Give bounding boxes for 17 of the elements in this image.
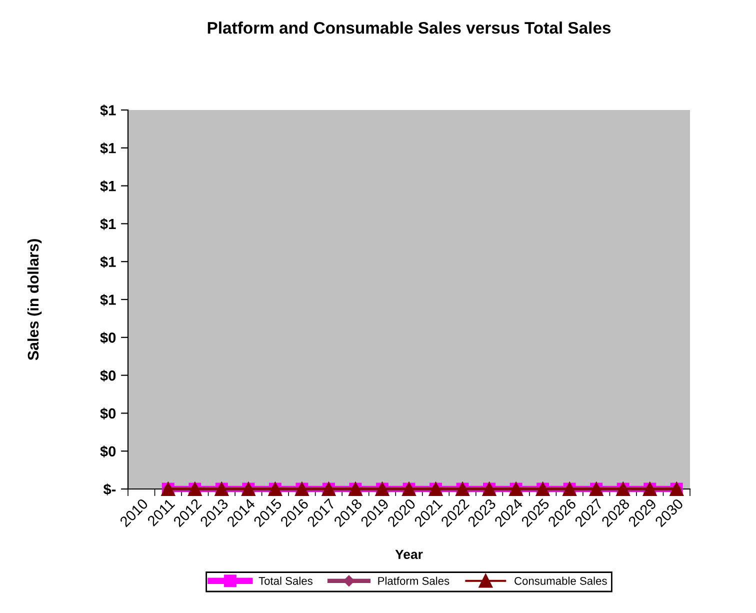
y-tick-label: $-	[103, 483, 116, 496]
y-tick-label: $1	[100, 256, 116, 268]
y-tick-label: $0	[100, 370, 116, 382]
legend-label: Total Sales	[258, 576, 312, 585]
x-axis-title: Year	[395, 550, 423, 560]
y-tick-label: $1	[100, 180, 116, 192]
y-axis-title: Sales (in dollars)	[27, 239, 42, 360]
y-tick-label: $0	[100, 408, 116, 420]
y-tick-label: $0	[100, 332, 116, 344]
legend-label: Consumable Sales	[514, 576, 607, 585]
y-tick-label: $1	[100, 142, 116, 154]
y-tick-label: $1	[100, 218, 116, 230]
y-tick-label: $1	[100, 104, 116, 116]
y-tick-label: $1	[100, 294, 116, 306]
legend-label: Platform Sales	[378, 576, 450, 585]
y-tick-label: $0	[100, 446, 116, 458]
chart-title: Platform and Consumable Sales versus Total Sales	[208, 22, 611, 34]
